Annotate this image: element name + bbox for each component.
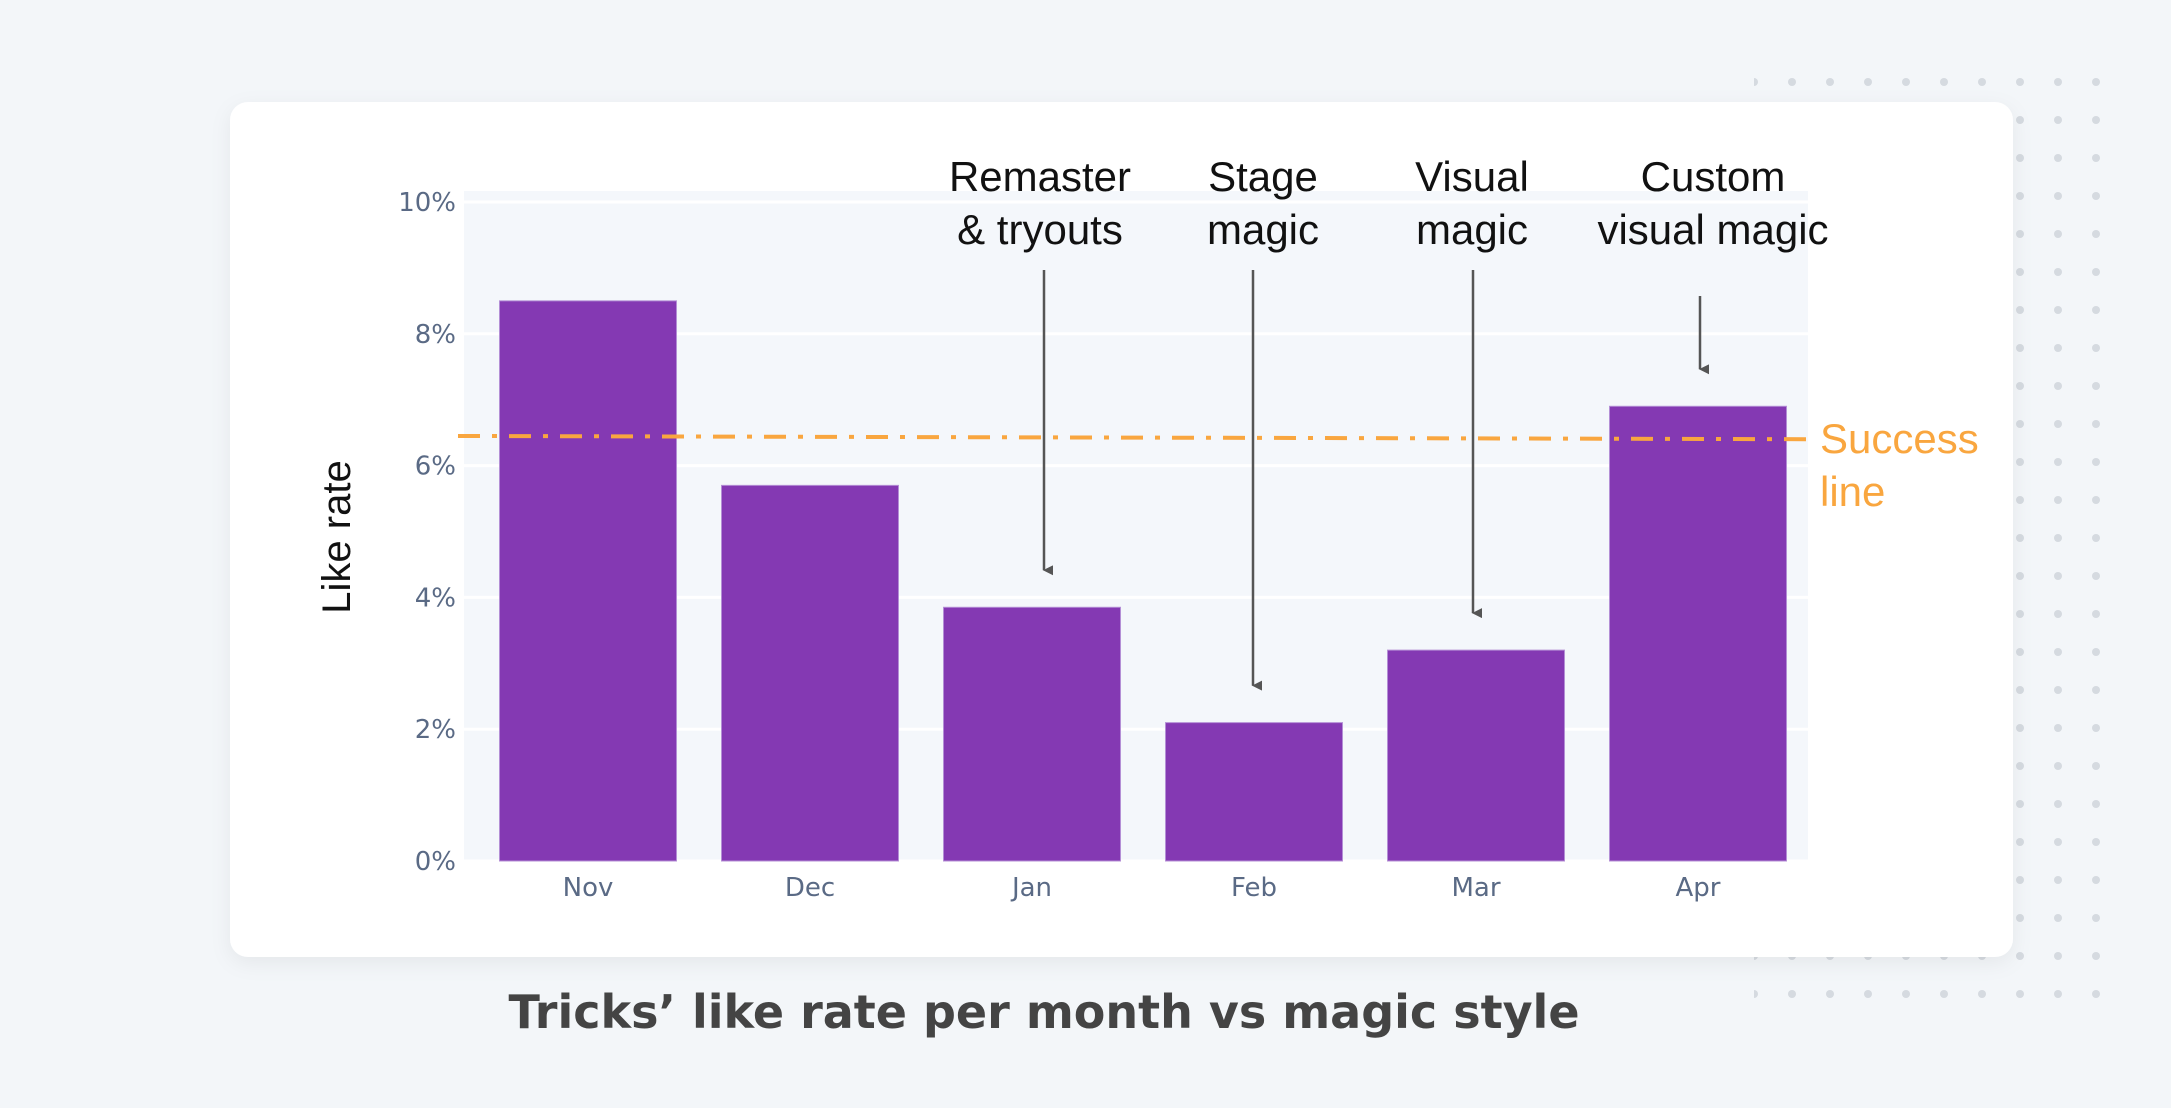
success-line-label: line <box>1820 468 1885 515</box>
plot-area <box>464 191 1808 862</box>
bar-nov <box>499 300 677 862</box>
annotation-text: magic <box>1207 206 1319 253</box>
annotation-text: magic <box>1416 206 1528 253</box>
y-tick-label: 4% <box>415 583 456 613</box>
annotation-text: visual magic <box>1597 206 1828 253</box>
annotation-text: Custom <box>1641 153 1786 200</box>
success-line-label: Success <box>1820 415 1979 462</box>
success-line <box>457 433 1809 442</box>
y-axis-label: Like rate <box>315 460 359 613</box>
x-tick-label: Apr <box>1676 873 1721 903</box>
y-tick-label: 0% <box>415 847 456 877</box>
annotation-text: Remaster <box>949 153 1131 200</box>
bar-mar <box>1387 649 1565 862</box>
annotation-text: Visual <box>1415 153 1529 200</box>
bar-feb <box>1165 722 1343 862</box>
bar-apr <box>1609 405 1787 862</box>
y-tick-label: 2% <box>415 715 456 745</box>
y-tick-label: 10% <box>398 188 456 218</box>
x-tick-label: Jan <box>1010 873 1052 903</box>
y-tick-label: 8% <box>415 320 456 350</box>
chart-title: Tricks’ like rate per month vs magic sty… <box>508 985 1579 1039</box>
annotation-text: & tryouts <box>957 206 1123 253</box>
x-tick-label: Mar <box>1451 873 1500 903</box>
x-tick-label: Dec <box>785 873 835 903</box>
x-tick-label: Feb <box>1231 873 1277 903</box>
y-tick-label: 6% <box>415 452 456 482</box>
x-tick-label: Nov <box>563 873 614 903</box>
bar-dec <box>721 484 899 862</box>
bar-jan <box>943 606 1121 862</box>
annotation-text: Stage <box>1208 153 1318 200</box>
